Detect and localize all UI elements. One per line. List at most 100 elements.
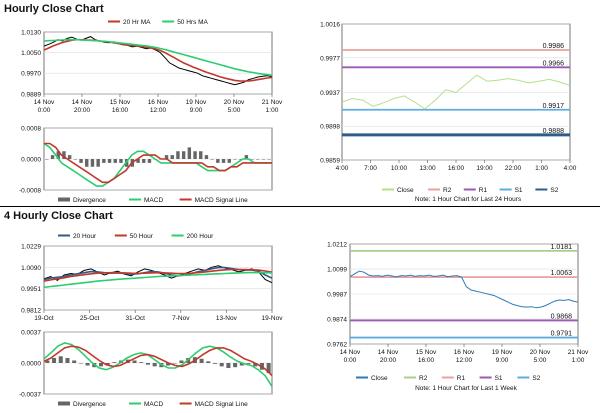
y-tick-label: 0.0037 <box>21 330 41 337</box>
y-tick-label: 0.9987 <box>327 292 347 299</box>
x-tick-label: 16:00 <box>448 165 465 172</box>
divergence-bar <box>193 151 197 159</box>
y-tick-label: 1.0016 <box>320 22 340 29</box>
y-tick-label: -0.0037 <box>19 392 41 399</box>
divergence-bar <box>170 155 174 159</box>
x-tick-label: 10:00 <box>391 165 408 172</box>
y-tick-label: 1.0050 <box>21 50 41 57</box>
divergence-bar <box>142 159 146 163</box>
divergence-bar <box>179 360 184 363</box>
divergence-bar <box>212 363 218 364</box>
divergence-bar <box>181 151 186 159</box>
x-tick-label: 25-Oct <box>80 315 100 322</box>
x-tick-label: 13:00 <box>419 165 436 172</box>
legend-label: R1 <box>479 187 488 194</box>
y-tick-label: 0.9970 <box>21 71 41 78</box>
divergence-bar <box>206 361 211 363</box>
divergence-bar <box>216 159 220 163</box>
divergence-bar <box>132 360 137 363</box>
four-hourly-title: 4 Hourly Close Chart <box>4 210 113 222</box>
x-tick-label: 4:00 <box>336 165 349 172</box>
x-tick-label: 19 Nov 9:00 <box>492 349 513 364</box>
series-line-20-hr-ma <box>43 38 273 82</box>
divergence-bar <box>226 363 231 369</box>
level-label-s2: 0.9791 <box>551 331 573 338</box>
divergence-bar <box>147 159 152 163</box>
x-tick-label: 16 Nov 12:00 <box>454 349 475 364</box>
divergence-bar <box>244 155 249 159</box>
legend-label: MACD Signal Line <box>195 197 248 204</box>
divergence-bar <box>227 159 231 163</box>
series-line-50-hrs-ma <box>43 38 273 76</box>
legend-label: 50 Hour <box>130 233 154 240</box>
legend-label: R2 <box>419 375 428 382</box>
x-tick-label: 19-Nov <box>262 315 284 322</box>
series-line-close <box>349 270 579 309</box>
plot-frame <box>43 31 273 95</box>
x-tick-label: 7:00 <box>364 165 377 172</box>
x-tick-label: 7-Nov <box>172 315 190 322</box>
divergence-bar <box>52 357 57 363</box>
series-line-close <box>341 74 571 110</box>
y-tick-label: 0.0000 <box>21 361 41 368</box>
divergence-bar <box>199 358 204 363</box>
y-tick-label: 0.9898 <box>320 124 340 131</box>
x-tick-label: 13-Nov <box>216 315 238 322</box>
legend-label: MACD <box>144 401 163 408</box>
y-tick-label: 1.0090 <box>21 265 41 272</box>
y-tick-label: 1.0229 <box>21 244 41 251</box>
legend-label: S1 <box>515 187 523 194</box>
divergence-bar <box>45 159 49 160</box>
level-label-r1: 1.0063 <box>551 270 573 277</box>
level-label-r2: 0.9986 <box>543 43 565 50</box>
legend-label: Divergence <box>73 401 106 408</box>
divergence-bar <box>136 159 140 163</box>
divergence-bar <box>107 159 112 163</box>
divergence-bar <box>85 159 89 167</box>
x-tick-label: 14 Nov 20:00 <box>378 349 399 364</box>
series-line-close <box>43 36 273 86</box>
y-tick-label: 0.9874 <box>327 317 347 324</box>
level-label-r2: 1.0181 <box>551 244 573 251</box>
divergence-bar <box>119 159 123 163</box>
y-tick-label: 0.9889 <box>21 92 41 99</box>
legend-label: 20 Hr MA <box>123 19 151 26</box>
plot-frame <box>43 245 273 311</box>
legend-label: MACD Signal Line <box>195 401 248 408</box>
divergence-bar <box>102 159 106 163</box>
divergence-bar <box>164 155 169 159</box>
divergence-bar <box>267 159 271 160</box>
divergence-bar <box>253 363 258 367</box>
x-tick-label: 21 Nov 1:00 <box>568 349 589 364</box>
divergence-bar <box>45 360 50 363</box>
series-line-macd-signal-line <box>44 142 272 184</box>
section-divider <box>0 206 600 207</box>
divergence-bar <box>256 159 260 160</box>
legend-label: S2 <box>550 187 558 194</box>
divergence-bar <box>172 363 177 364</box>
y-tick-label: 0.9977 <box>320 55 340 62</box>
divergence-bar <box>58 356 63 363</box>
level-label-s1: 0.9917 <box>543 103 565 110</box>
legend-label: Close <box>371 375 388 382</box>
legend-label: R2 <box>443 187 452 194</box>
divergence-bar <box>113 159 117 163</box>
divergence-bar <box>139 362 144 363</box>
legend-label: MACD <box>144 197 163 204</box>
divergence-bar <box>105 363 110 365</box>
divergence-bar <box>62 151 66 159</box>
legend-label: 200 Hour <box>187 233 215 240</box>
legend-label: Close <box>397 187 414 194</box>
divergence-bar <box>238 159 243 160</box>
divergence-bar <box>65 357 70 363</box>
y-tick-label: 1.0099 <box>327 267 347 274</box>
divergence-bar <box>73 159 78 160</box>
divergence-bar <box>204 155 209 159</box>
divergence-bar <box>261 159 266 160</box>
series-line-macd <box>43 342 273 387</box>
divergence-bar <box>67 155 72 159</box>
level-label-r1: 0.9966 <box>543 60 565 67</box>
divergence-bar <box>233 363 238 368</box>
y-tick-label: 0.9762 <box>327 342 347 349</box>
